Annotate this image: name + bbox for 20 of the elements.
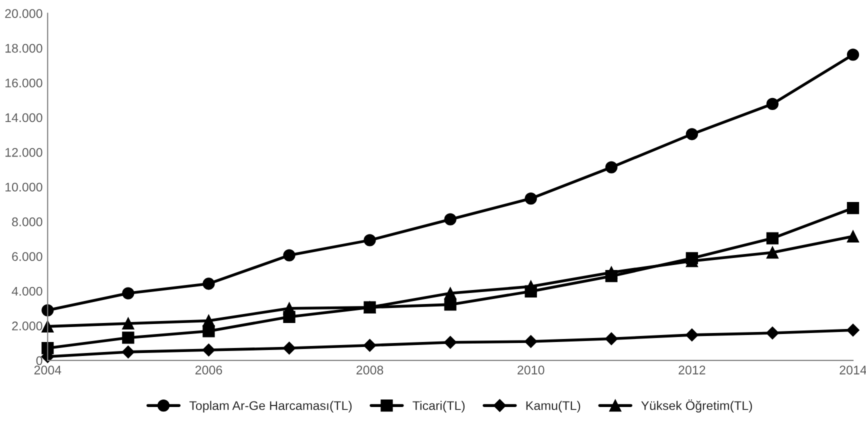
legend-label: Kamu(TL) xyxy=(526,400,580,413)
legend-label: Ticari(TL) xyxy=(412,400,465,413)
y-tick-label: 20.000 xyxy=(5,9,42,18)
y-tick-label: 8.000 xyxy=(12,217,42,226)
x-tick-label: 2012 xyxy=(678,366,706,374)
y-tick-label: 18.000 xyxy=(5,44,42,53)
y-tick-label: 10.000 xyxy=(5,182,42,192)
y-tick-label: 12.000 xyxy=(5,148,42,157)
x-tick-label: 2004 xyxy=(34,366,62,374)
y-tick-label: 2.000 xyxy=(12,322,42,330)
y-tick-label: 4.000 xyxy=(12,286,42,296)
x-tick-label: 2008 xyxy=(356,366,384,374)
legend-label: Yüksek Öğretim(TL) xyxy=(641,399,752,413)
legend-label: Toplam Ar-Ge Harcaması(TL) xyxy=(189,400,352,413)
y-tick-label: 0 xyxy=(36,356,42,366)
y-tick-label: 16.000 xyxy=(5,78,42,88)
x-tick-label: 2006 xyxy=(195,366,222,374)
y-tick-label: 6.000 xyxy=(12,252,42,261)
x-tick-label: 2010 xyxy=(518,366,544,374)
y-tick-label: 14.000 xyxy=(5,113,42,122)
